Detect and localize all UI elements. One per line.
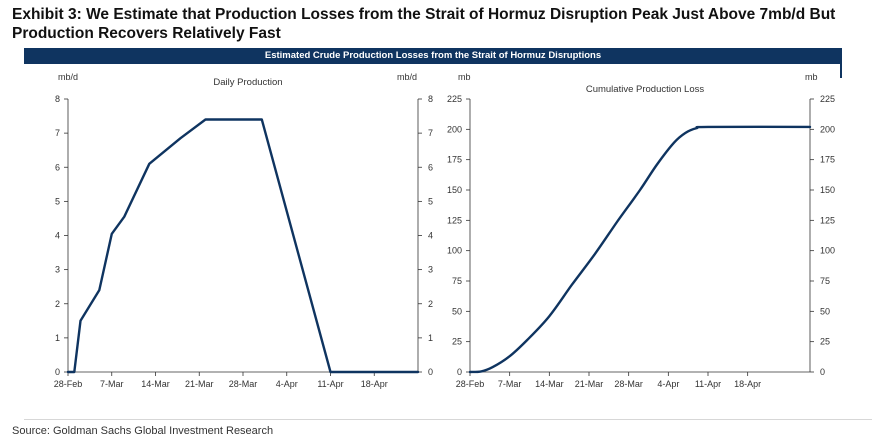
- chart2-ytick-label-right: 50: [820, 306, 830, 316]
- chart2-ytick-label-left: 75: [452, 276, 462, 286]
- chart2-ytick-label-left: 200: [447, 124, 462, 134]
- chart2-xtick-label: 18-Apr: [734, 379, 761, 389]
- chart1-ytick-label-right: 4: [428, 231, 433, 241]
- chart2-ytick-label-right: 25: [820, 337, 830, 347]
- chart1-xtick-label: 14-Mar: [141, 379, 170, 389]
- chart1-ytick-label-right: 0: [428, 367, 433, 377]
- chart2-ytick-label-left: 100: [447, 246, 462, 256]
- chart2-xtick-label: 21-Mar: [575, 379, 604, 389]
- chart1-xtick-label: 21-Mar: [185, 379, 214, 389]
- chart2-ytick-label-left: 125: [447, 215, 462, 225]
- chart1-xtick-label: 28-Feb: [54, 379, 83, 389]
- chart2-xtick-label: 14-Mar: [535, 379, 564, 389]
- chart2-title: Cumulative Production Loss: [586, 84, 705, 95]
- chart2-series-line-1: [468, 125, 812, 374]
- chart1-ytick-label-left: 5: [55, 196, 60, 206]
- chart1-xtick-label: 11-Apr: [317, 379, 343, 389]
- chart2-ytick-label-left: 175: [447, 155, 462, 165]
- chart1-xtick-label: 4-Apr: [276, 379, 298, 389]
- chart1-ytick-label-right: 3: [428, 265, 433, 275]
- chart1-title: Daily Production: [213, 77, 282, 88]
- chart2-ylabel-left: mb: [458, 72, 471, 82]
- banner-edge: [840, 48, 842, 78]
- chart1-ylabel-left: mb/d: [58, 72, 78, 82]
- chart1-ytick-label-right: 1: [428, 333, 433, 343]
- chart2-xtick-label: 28-Feb: [456, 379, 485, 389]
- chart2-ylabel-right: mb: [805, 72, 818, 82]
- chart2-xtick-label: 11-Apr: [695, 379, 721, 389]
- chart2-ytick-label-right: 175: [820, 155, 835, 165]
- chart2-ytick-label-left: 150: [447, 185, 462, 195]
- source-divider: [24, 419, 872, 420]
- chart2-ytick-label-right: 200: [820, 124, 835, 134]
- chart1-ytick-label-left: 2: [55, 299, 60, 309]
- chart2-xtick-label: 28-Mar: [614, 379, 643, 389]
- chart1-ytick-label-left: 7: [55, 128, 60, 138]
- chart1-series-line-1: [66, 118, 420, 374]
- chart1-ytick-label-left: 1: [55, 333, 60, 343]
- chart1-ytick-label-right: 8: [428, 94, 433, 104]
- chart2-ytick-label-right: 100: [820, 246, 835, 256]
- chart2-ytick-label-left: 25: [452, 337, 462, 347]
- chart1-ytick-label-right: 2: [428, 299, 433, 309]
- chart1-xtick-label: 28-Mar: [229, 379, 258, 389]
- chart1-xtick-label: 7-Mar: [100, 379, 124, 389]
- chart2-xtick-label: 7-Mar: [498, 379, 522, 389]
- chart1-ytick-label-right: 6: [428, 162, 433, 172]
- chart1-ylabel-right: mb/d: [397, 72, 417, 82]
- chart1-xtick-label: 18-Apr: [361, 379, 388, 389]
- exhibit-title: Exhibit 3: We Estimate that Production L…: [12, 6, 836, 42]
- chart1-ytick-label-right: 7: [428, 128, 433, 138]
- chart1-ytick-label-left: 6: [55, 162, 60, 172]
- source-note: Source: Goldman Sachs Global Investment …: [12, 425, 274, 437]
- chart2-ytick-label-left: 0: [457, 367, 462, 377]
- chart2-ytick-label-right: 75: [820, 276, 830, 286]
- chart1-ytick-label-left: 4: [55, 231, 60, 241]
- chart2-xtick-label: 4-Apr: [657, 379, 679, 389]
- chart2-ytick-label-right: 125: [820, 215, 835, 225]
- chart1-ytick-label-right: 5: [428, 196, 433, 206]
- chart-banner: Estimated Crude Production Losses from t…: [24, 48, 842, 64]
- chart2-ytick-label-right: 225: [820, 94, 835, 104]
- chart1-ytick-label-left: 3: [55, 265, 60, 275]
- chart2-ytick-label-left: 50: [452, 306, 462, 316]
- chart1-ytick-label-left: 0: [55, 367, 60, 377]
- chart2-ytick-label-right: 0: [820, 367, 825, 377]
- chart1-ytick-label-left: 8: [55, 94, 60, 104]
- chart2-ytick-label-right: 150: [820, 185, 835, 195]
- chart2-ytick-label-left: 225: [447, 94, 462, 104]
